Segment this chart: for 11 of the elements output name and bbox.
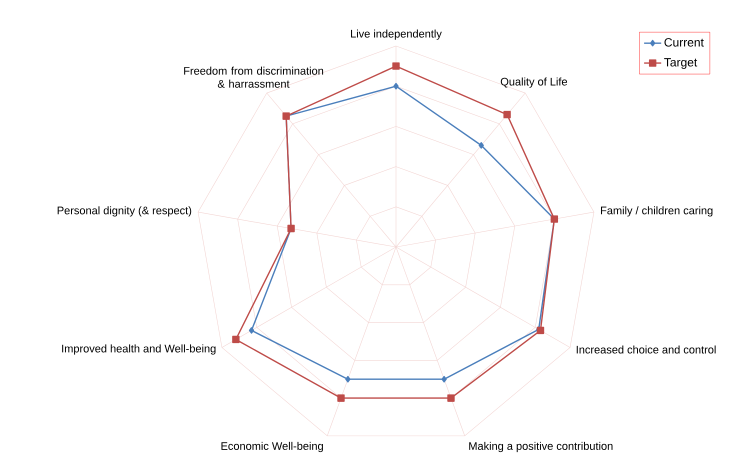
spoke-label: Increased choice and control	[576, 345, 716, 354]
spoke-label: Making a positive contribution	[469, 442, 612, 452]
spoke-label: Economic Well-being	[221, 442, 323, 452]
spoke-label: Personal dignity (& respect)	[58, 206, 192, 217]
spoke-label: Live independently	[351, 30, 442, 40]
spoke-label: Freedom from discrimination & harrassment	[184, 66, 324, 88]
legend-label: Current	[664, 38, 704, 47]
spoke-label: Improved health and Well-being	[62, 344, 216, 355]
spoke-label: Quality of Life	[500, 77, 568, 88]
legend-label: Target	[664, 58, 698, 69]
spoke-label: Family / children caring	[601, 206, 712, 217]
